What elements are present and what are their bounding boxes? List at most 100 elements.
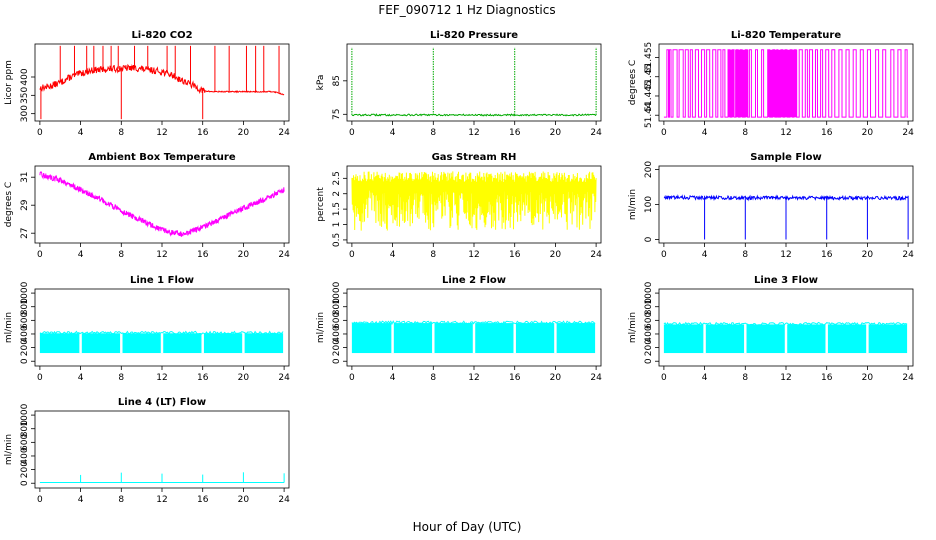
x-tick-label: 4 bbox=[702, 373, 708, 383]
x-tick-label: 24 bbox=[590, 373, 602, 383]
y-axis-label: ml/min bbox=[628, 312, 638, 343]
x-tick-label: 0 bbox=[37, 495, 43, 505]
series-line bbox=[351, 113, 597, 117]
x-tick-label: 12 bbox=[156, 128, 167, 138]
y-tick-label: 800 bbox=[644, 298, 654, 315]
dense-region bbox=[767, 49, 798, 118]
series-group bbox=[663, 194, 909, 240]
x-tick-label: 4 bbox=[702, 250, 708, 260]
x-tick-label: 24 bbox=[902, 128, 914, 138]
x-tick-label: 8 bbox=[118, 495, 124, 505]
series-group bbox=[39, 45, 285, 120]
chart-title: Gas Stream RH bbox=[432, 152, 517, 163]
series-line bbox=[351, 171, 597, 231]
y-tick-label: 1000 bbox=[20, 403, 30, 426]
x-tick-label: 16 bbox=[197, 250, 209, 260]
y-tick-label: 51.45 bbox=[644, 64, 654, 90]
y-tick-label: 400 bbox=[332, 325, 342, 342]
y-tick-label: 0 bbox=[644, 358, 654, 364]
figure-xlabel: Hour of Day (UTC) bbox=[413, 520, 522, 534]
x-tick-label: 24 bbox=[590, 128, 602, 138]
series-group bbox=[351, 320, 596, 354]
y-tick-label: 800 bbox=[20, 298, 30, 315]
band-gap bbox=[744, 323, 747, 354]
chart-title: Ambient Box Temperature bbox=[88, 152, 235, 163]
series-line bbox=[39, 63, 285, 96]
dense-region bbox=[735, 49, 749, 118]
x-tick-label: 12 bbox=[780, 128, 791, 138]
x-tick-label: 8 bbox=[118, 250, 124, 260]
x-tick-label: 0 bbox=[349, 373, 355, 383]
chart-title: Line 3 Flow bbox=[754, 275, 818, 286]
x-tick-label: 24 bbox=[590, 250, 602, 260]
y-tick-label: 400 bbox=[20, 447, 30, 464]
x-tick-label: 16 bbox=[509, 250, 521, 260]
x-tick-label: 24 bbox=[278, 250, 290, 260]
figure-title: FEF_090712 1 Hz Diagnostics bbox=[378, 3, 555, 17]
chart-title: Li-820 CO2 bbox=[131, 30, 192, 41]
x-tick-label: 12 bbox=[156, 373, 167, 383]
y-tick-label: 0 bbox=[332, 358, 342, 364]
series-line bbox=[39, 171, 285, 238]
x-tick-label: 12 bbox=[156, 495, 167, 505]
y-tick-label: 400 bbox=[20, 68, 30, 85]
x-tick-label: 24 bbox=[278, 495, 290, 505]
series-line bbox=[39, 330, 284, 335]
x-tick-label: 20 bbox=[862, 250, 874, 260]
x-tick-label: 12 bbox=[468, 373, 479, 383]
band-gap bbox=[120, 332, 123, 354]
x-tick-label: 0 bbox=[37, 250, 43, 260]
band-gap bbox=[825, 323, 828, 354]
chart-panel: Gas Stream RH percent 0 4 8 12 16 20 24 0.5 1 1.5 2 2… bbox=[316, 152, 602, 260]
x-tick-label: 4 bbox=[390, 128, 396, 138]
chart-panel: Line 1 Flow ml/min 0 4 8 12 16 20 24 0 20040060080… bbox=[4, 275, 290, 383]
y-tick-label: 0 bbox=[644, 236, 654, 242]
x-tick-label: 20 bbox=[862, 373, 874, 383]
y-tick-label: 1 bbox=[332, 222, 342, 228]
x-tick-label: 4 bbox=[702, 128, 708, 138]
chart-panel: Line 4 (LT) Flow ml/min 0 4 8 12 16 20 24 0 200400… bbox=[4, 397, 290, 505]
x-tick-label: 12 bbox=[468, 250, 479, 260]
x-tick-label: 4 bbox=[78, 250, 84, 260]
x-tick-label: 4 bbox=[390, 250, 396, 260]
y-axis-label: percent bbox=[316, 187, 326, 222]
y-tick-label: 51.445 bbox=[644, 80, 654, 112]
y-axis-label: ml/min bbox=[316, 312, 326, 343]
y-tick-label: 0 bbox=[20, 480, 30, 486]
x-tick-label: 0 bbox=[661, 373, 667, 383]
y-tick-label: 2 bbox=[332, 191, 342, 197]
band-gap bbox=[391, 322, 394, 354]
x-tick-label: 0 bbox=[37, 373, 43, 383]
series-line bbox=[351, 320, 596, 326]
y-tick-label: 51.44 bbox=[644, 102, 654, 128]
band-gap bbox=[472, 322, 476, 354]
x-tick-label: 16 bbox=[821, 250, 833, 260]
x-tick-label: 20 bbox=[238, 128, 250, 138]
x-tick-label: 8 bbox=[742, 128, 748, 138]
x-tick-label: 0 bbox=[37, 128, 43, 138]
chart-title: Line 2 Flow bbox=[442, 275, 506, 286]
y-tick-label: 200 bbox=[20, 461, 30, 478]
x-tick-label: 4 bbox=[78, 373, 84, 383]
y-tick-label: 600 bbox=[20, 433, 30, 450]
y-axis-label: ml/min bbox=[4, 312, 14, 343]
chart-panel: Sample Flow ml/min 0 4 8 12 16 20 24 0 100 200 bbox=[628, 152, 914, 260]
x-tick-label: 16 bbox=[509, 373, 521, 383]
x-tick-label: 8 bbox=[742, 250, 748, 260]
x-tick-label: 8 bbox=[118, 128, 124, 138]
x-tick-label: 20 bbox=[862, 128, 874, 138]
band-gap bbox=[79, 332, 82, 354]
y-tick-label: 1000 bbox=[20, 281, 30, 304]
y-tick-label: 1000 bbox=[332, 281, 342, 304]
chart-panel: Li-820 Pressure kPa 0 4 8 12 16 20 24 75 85 bbox=[316, 30, 602, 138]
chart-panel: Line 3 Flow ml/min 0 4 8 12 16 20 24 0 20040060080… bbox=[628, 275, 914, 383]
y-tick-label: 0.5 bbox=[332, 233, 342, 247]
x-tick-label: 20 bbox=[550, 128, 562, 138]
x-tick-label: 16 bbox=[197, 495, 209, 505]
y-axis-label: kPa bbox=[316, 75, 326, 91]
x-tick-label: 4 bbox=[390, 373, 396, 383]
chart-title: Line 4 (LT) Flow bbox=[118, 397, 206, 408]
x-tick-label: 0 bbox=[349, 128, 355, 138]
y-tick-label: 0 bbox=[20, 358, 30, 364]
